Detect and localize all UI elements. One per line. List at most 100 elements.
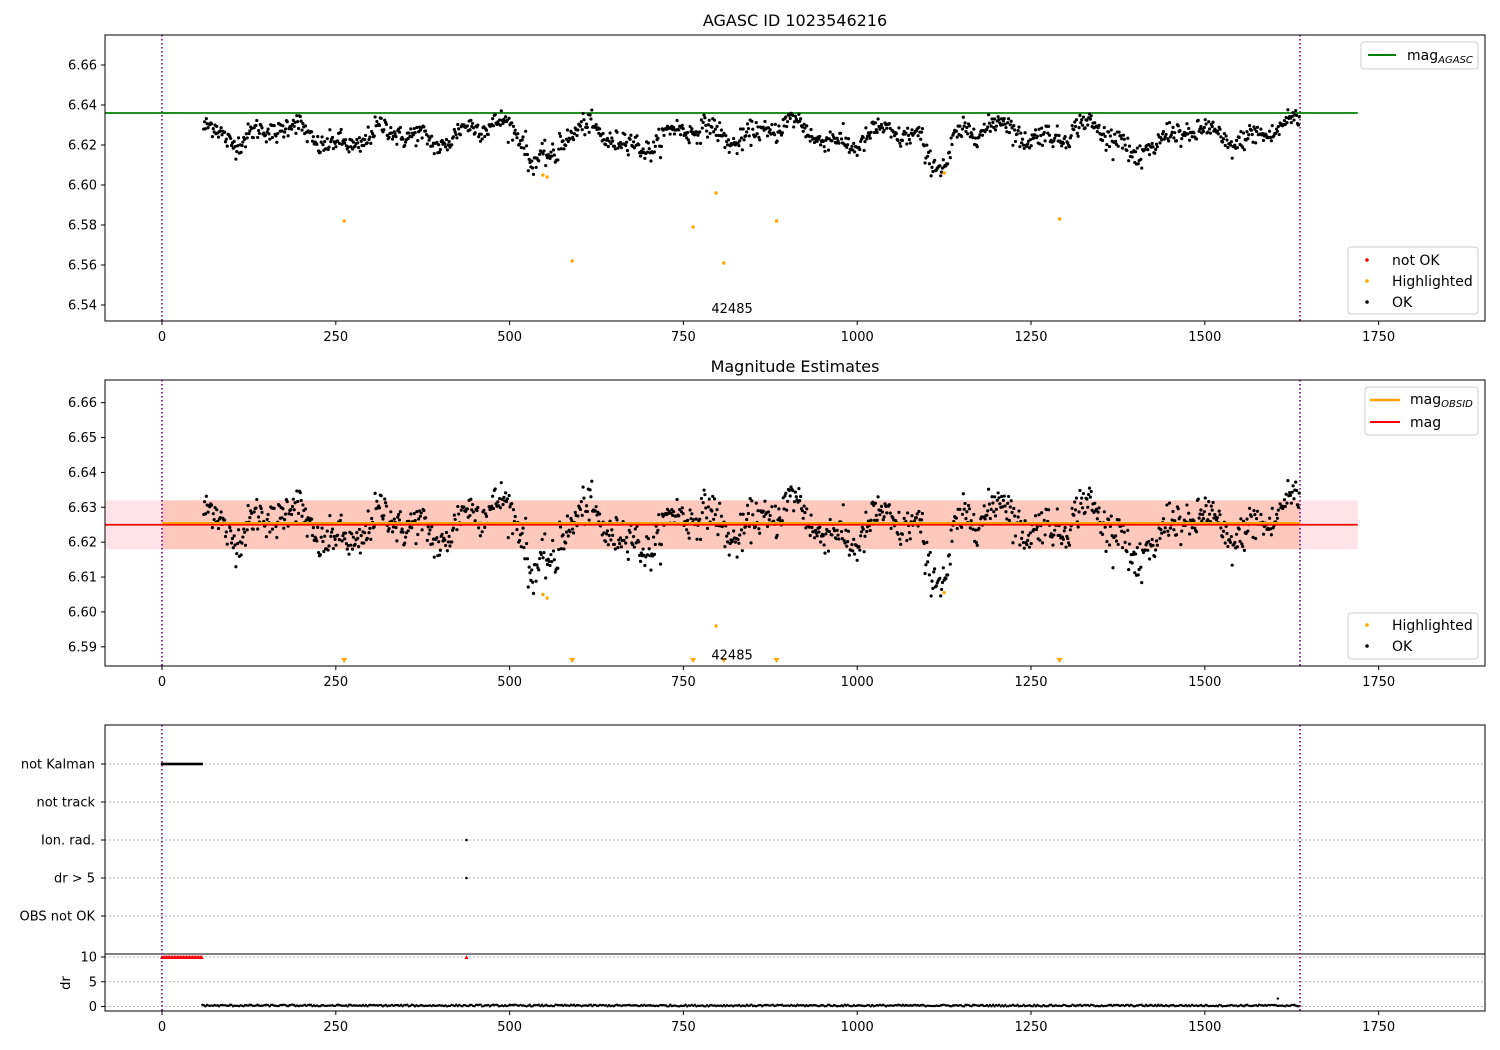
ok-point — [758, 531, 762, 535]
ok-point — [471, 510, 476, 514]
ok-point — [568, 530, 572, 534]
ok-point — [566, 534, 570, 538]
ok-point — [643, 156, 647, 160]
ok-point — [726, 531, 731, 535]
ok-point — [1284, 115, 1288, 120]
ok-point — [1093, 121, 1097, 125]
ok-point — [1064, 146, 1068, 150]
y-tick-label: 6.62 — [68, 139, 97, 154]
ok-point — [925, 143, 929, 147]
ok-point — [541, 556, 545, 560]
ok-point — [947, 150, 952, 154]
ok-point — [1165, 122, 1169, 126]
ok-point — [993, 514, 998, 518]
ok-point — [705, 516, 709, 520]
ok-point — [869, 130, 873, 135]
ok-point — [1138, 144, 1142, 148]
ok-point — [775, 139, 779, 143]
ok-point — [971, 135, 975, 140]
ok-point — [1104, 549, 1108, 554]
ok-point — [1125, 148, 1129, 153]
ok-point — [1052, 533, 1056, 537]
ok-point — [812, 140, 817, 145]
ok-point — [1249, 514, 1253, 519]
ok-point — [742, 531, 746, 535]
legend-marker — [1365, 300, 1369, 304]
ok-point — [783, 494, 787, 498]
ok-point — [347, 150, 351, 154]
ok-point — [562, 547, 566, 551]
ok-point — [930, 579, 934, 583]
ok-point — [379, 494, 383, 498]
ok-point — [818, 525, 822, 529]
ok-point — [213, 505, 217, 510]
ok-point — [738, 533, 742, 537]
ok-point — [232, 534, 236, 538]
ok-point — [260, 126, 264, 130]
ok-point — [675, 118, 679, 123]
ok-point — [1066, 141, 1070, 145]
ok-point — [1038, 142, 1042, 146]
ok-point — [491, 506, 496, 511]
ok-point — [476, 123, 480, 127]
ok-point — [1173, 131, 1177, 135]
ok-point — [656, 136, 660, 140]
ok-point — [362, 143, 366, 148]
ok-point — [285, 500, 289, 504]
ok-point — [1123, 143, 1127, 147]
ok-point — [504, 115, 508, 119]
ok-point — [698, 130, 702, 134]
ok-point — [750, 499, 754, 503]
ok-point — [419, 511, 423, 515]
ok-point — [1229, 140, 1233, 144]
ok-point — [1114, 539, 1119, 543]
ok-point — [917, 125, 921, 129]
legend-label: OK — [1392, 639, 1413, 655]
ok-point — [522, 146, 526, 150]
ok-point — [1077, 126, 1081, 130]
ok-point — [212, 517, 216, 522]
ok-point — [524, 516, 528, 520]
ok-point — [1176, 124, 1180, 128]
legend-label: not OK — [1392, 253, 1440, 269]
ok-point — [301, 122, 305, 126]
ok-point — [793, 490, 798, 494]
ok-point — [1245, 130, 1249, 134]
ok-point — [1251, 140, 1255, 144]
ok-point — [1147, 153, 1152, 157]
ok-point — [1008, 123, 1012, 127]
legend-mag-agasc-subscript: AGASC — [1437, 55, 1473, 66]
ok-point — [1131, 552, 1135, 557]
ok-point — [1201, 517, 1206, 521]
ok-point — [991, 501, 995, 505]
ok-point — [1292, 118, 1296, 122]
ok-point — [1223, 143, 1227, 148]
ok-point — [410, 526, 414, 530]
ok-point — [608, 131, 612, 135]
ok-point — [926, 560, 930, 564]
ok-point — [1089, 114, 1093, 118]
ok-point — [1245, 517, 1249, 521]
ok-point — [736, 537, 740, 541]
ok-point — [907, 531, 911, 535]
highlighted-point — [691, 225, 695, 229]
ok-point — [680, 123, 684, 127]
ok-point — [830, 533, 834, 537]
ok-point — [1250, 132, 1254, 137]
ok-point — [684, 133, 688, 137]
ok-point — [967, 124, 972, 128]
ok-point — [701, 120, 705, 124]
ok-point — [875, 518, 879, 522]
x-tick-label: 250 — [323, 1020, 348, 1035]
ok-point — [425, 142, 429, 146]
ok-point — [1167, 139, 1171, 143]
ok-point — [356, 536, 360, 540]
ok-point — [523, 557, 527, 561]
ok-point — [1052, 139, 1056, 143]
ok-point — [694, 517, 698, 521]
ok-point — [1172, 136, 1176, 140]
ok-point — [243, 543, 248, 547]
ok-point — [285, 120, 289, 124]
ok-point — [821, 534, 825, 538]
